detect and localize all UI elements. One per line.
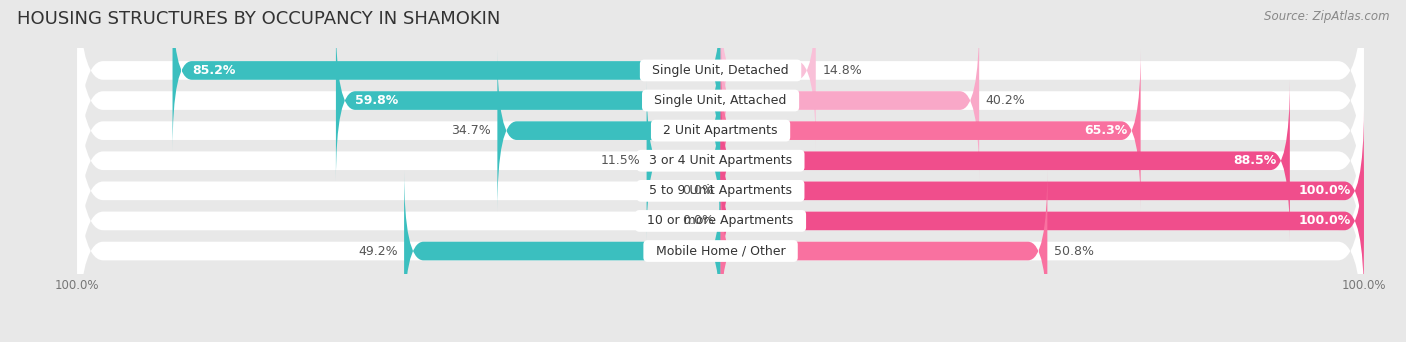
Text: 88.5%: 88.5%	[1233, 154, 1277, 167]
Text: Single Unit, Detached: Single Unit, Detached	[644, 64, 797, 77]
Text: 100.0%: 100.0%	[1299, 214, 1351, 227]
FancyBboxPatch shape	[77, 0, 1364, 212]
Text: 5 to 9 Unit Apartments: 5 to 9 Unit Apartments	[641, 184, 800, 197]
FancyBboxPatch shape	[77, 19, 1364, 242]
Text: 40.2%: 40.2%	[986, 94, 1025, 107]
FancyBboxPatch shape	[721, 0, 815, 152]
FancyBboxPatch shape	[77, 0, 1364, 182]
Text: 14.8%: 14.8%	[823, 64, 862, 77]
Text: Single Unit, Attached: Single Unit, Attached	[647, 94, 794, 107]
Text: 0.0%: 0.0%	[682, 184, 714, 197]
Text: 50.8%: 50.8%	[1053, 245, 1094, 258]
FancyBboxPatch shape	[721, 19, 979, 182]
Text: HOUSING STRUCTURES BY OCCUPANCY IN SHAMOKIN: HOUSING STRUCTURES BY OCCUPANCY IN SHAMO…	[17, 10, 501, 28]
FancyBboxPatch shape	[77, 140, 1364, 342]
FancyBboxPatch shape	[404, 170, 721, 332]
FancyBboxPatch shape	[77, 110, 1364, 332]
Text: 65.3%: 65.3%	[1084, 124, 1128, 137]
Text: 34.7%: 34.7%	[451, 124, 491, 137]
FancyBboxPatch shape	[336, 19, 721, 182]
Text: 2 Unit Apartments: 2 Unit Apartments	[655, 124, 786, 137]
Text: 49.2%: 49.2%	[359, 245, 398, 258]
Text: 3 or 4 Unit Apartments: 3 or 4 Unit Apartments	[641, 154, 800, 167]
Text: 59.8%: 59.8%	[356, 94, 398, 107]
Text: 10 or more Apartments: 10 or more Apartments	[640, 214, 801, 227]
Text: Mobile Home / Other: Mobile Home / Other	[648, 245, 793, 258]
FancyBboxPatch shape	[498, 50, 721, 212]
FancyBboxPatch shape	[77, 50, 1364, 272]
FancyBboxPatch shape	[77, 80, 1364, 302]
FancyBboxPatch shape	[173, 0, 721, 152]
FancyBboxPatch shape	[721, 170, 1047, 332]
FancyBboxPatch shape	[721, 140, 1364, 302]
FancyBboxPatch shape	[647, 80, 721, 242]
Text: Source: ZipAtlas.com: Source: ZipAtlas.com	[1264, 10, 1389, 23]
Text: 100.0%: 100.0%	[1299, 184, 1351, 197]
FancyBboxPatch shape	[721, 110, 1364, 272]
Text: 11.5%: 11.5%	[600, 154, 640, 167]
Text: 0.0%: 0.0%	[682, 214, 714, 227]
FancyBboxPatch shape	[721, 80, 1289, 242]
FancyBboxPatch shape	[721, 50, 1140, 212]
Text: 85.2%: 85.2%	[191, 64, 235, 77]
